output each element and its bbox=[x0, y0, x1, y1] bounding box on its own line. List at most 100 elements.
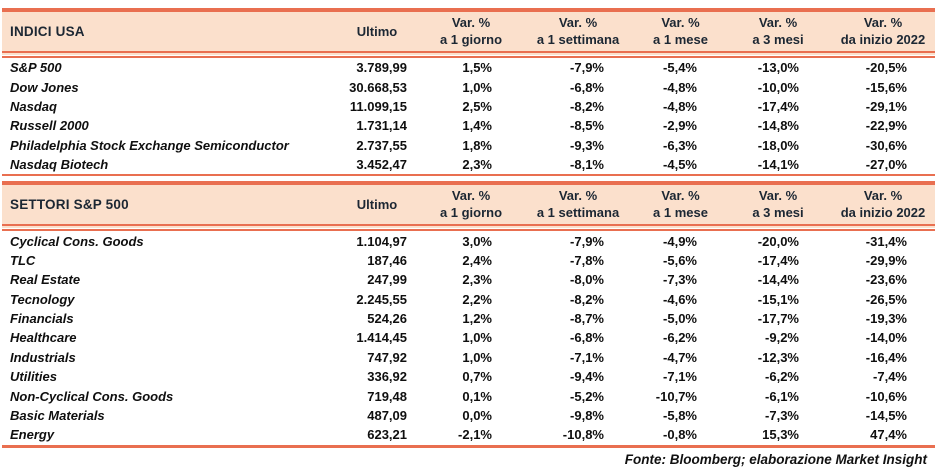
table-row: Energy 623,21 -2,1% -10,8% -0,8% 15,3% 47,4% bbox=[2, 425, 935, 448]
ultimo-value: 3.789,99 bbox=[356, 60, 407, 76]
var-value-5: -15,6% bbox=[865, 79, 907, 95]
var-value-5: -22,9% bbox=[865, 118, 907, 134]
var-value-4: -17,4% bbox=[757, 252, 799, 268]
var-header-line1: Var. % bbox=[661, 188, 700, 204]
var-value-2: -8,7% bbox=[570, 311, 604, 327]
col-header-var-2: Var. % a 1 settimana bbox=[522, 8, 634, 58]
var-value-1: 1,8% bbox=[462, 137, 492, 153]
col-header-var-4: Var. % a 3 mesi bbox=[727, 8, 829, 58]
table-row: Basic Materials 487,09 0,0% -9,8% -5,8% -7,3%… bbox=[2, 406, 935, 425]
ultimo-value: 1.414,45 bbox=[356, 330, 407, 346]
ultimo-value: 2.737,55 bbox=[356, 137, 407, 153]
var-value-5: -26,5% bbox=[865, 291, 907, 307]
var-value-5: -31,4% bbox=[865, 233, 907, 249]
var-value-5: -19,3% bbox=[865, 311, 907, 327]
col-header-var-1: Var. % a 1 giorno bbox=[420, 181, 522, 232]
var-value-3: -5,8% bbox=[663, 408, 697, 424]
var-value-5: -14,5% bbox=[865, 408, 907, 424]
row-name: Nasdaq bbox=[10, 98, 57, 114]
var-value-2: -8,2% bbox=[570, 98, 604, 114]
var-header-line1: Var. % bbox=[451, 15, 491, 30]
var-value-1: 2,4% bbox=[462, 252, 492, 268]
var-value-3: -5,0% bbox=[663, 311, 697, 327]
row-name: Real Estate bbox=[10, 272, 81, 288]
ultimo-value: 487,09 bbox=[367, 408, 407, 424]
var-value-3: -6,2% bbox=[663, 330, 697, 346]
var-value-2: -9,4% bbox=[570, 369, 604, 385]
var-value-5: -29,9% bbox=[865, 252, 907, 268]
var-value-4: -20,0% bbox=[757, 233, 799, 249]
var-header-line1: Var. % bbox=[661, 15, 700, 30]
ultimo-value: 2.245,55 bbox=[356, 291, 407, 307]
var-value-1: 2,3% bbox=[420, 154, 522, 177]
ultimo-value: 247,99 bbox=[367, 272, 407, 288]
ultimo-value: 187,46 bbox=[367, 252, 407, 268]
var-value-2: -8,2% bbox=[570, 291, 604, 307]
var-header-line1: Var. % bbox=[758, 188, 798, 204]
ultimo-value: 1.104,97 bbox=[356, 233, 407, 249]
var-value-3: -10,7% bbox=[655, 388, 697, 404]
var-value-4: -14,4% bbox=[757, 272, 799, 288]
var-value-2: -7,9% bbox=[570, 233, 604, 249]
var-value-4: -9,2% bbox=[765, 330, 799, 346]
table-row: S&P 500 3.789,99 1,5% -7,9% -5,4% -13,0% -20,5… bbox=[2, 55, 935, 78]
var-value-5: -14,0% bbox=[865, 330, 907, 346]
var-value-3: -4,7% bbox=[663, 349, 697, 365]
var-value-2: -9,8% bbox=[570, 408, 604, 424]
table-row: Cyclical Cons. Goods 1.104,97 3,0% -7,9% -4,… bbox=[2, 228, 935, 251]
var-header-line2: a 1 giorno bbox=[439, 205, 503, 221]
var-value-2: -6,8% bbox=[570, 330, 604, 346]
table-row: Tecnology 2.245,55 2,2% -8,2% -4,6% -15,1% -26… bbox=[2, 290, 935, 309]
var-value-1: 2,5% bbox=[462, 98, 492, 114]
row-name: Financials bbox=[10, 311, 74, 327]
var-header-line2: a 3 mesi bbox=[752, 205, 804, 221]
header-row: SETTORI S&P 500 Ultimo Var. % a 1 giorno Var… bbox=[2, 181, 935, 232]
settori-sp500-table-host: SETTORI S&P 500 Ultimo Var. % a 1 giorno Var… bbox=[2, 181, 935, 448]
ultimo-value: 30.668,53 bbox=[349, 79, 407, 95]
var-header-line1: Var. % bbox=[558, 15, 598, 30]
var-value-5: -30,6% bbox=[865, 137, 907, 153]
var-value-4: -7,3% bbox=[765, 408, 799, 424]
var-header-line2: a 3 mesi bbox=[752, 32, 804, 47]
var-value-3: -2,9% bbox=[663, 118, 697, 134]
var-value-5: -27,0% bbox=[829, 154, 935, 177]
table-row: Non-Cyclical Cons. Goods 719,48 0,1% -5,2% -… bbox=[2, 386, 935, 405]
ultimo-value: 1.731,14 bbox=[356, 118, 407, 134]
var-value-4: -18,0% bbox=[757, 137, 799, 153]
ultimo-value: 623,21 bbox=[334, 425, 420, 448]
var-value-4: -6,1% bbox=[765, 388, 799, 404]
col-header-var-3: Var. % a 1 mese bbox=[634, 8, 727, 58]
var-value-4: -17,7% bbox=[757, 311, 799, 327]
var-value-1: 1,0% bbox=[462, 79, 492, 95]
row-name: Philadelphia Stock Exchange Semiconducto… bbox=[10, 137, 289, 153]
var-value-3: -5,6% bbox=[663, 252, 697, 268]
var-value-4: -17,4% bbox=[757, 98, 799, 114]
ultimo-value: 719,48 bbox=[367, 388, 407, 404]
table-row: Russell 2000 1.731,14 1,4% -8,5% -2,9% -14,8%… bbox=[2, 116, 935, 135]
var-value-4: -13,0% bbox=[757, 60, 799, 76]
var-value-4: -6,2% bbox=[765, 369, 799, 385]
var-value-2: -10,8% bbox=[522, 425, 634, 448]
row-name: Dow Jones bbox=[10, 79, 79, 95]
var-value-2: -7,9% bbox=[570, 60, 604, 76]
var-value-1: 3,0% bbox=[462, 233, 492, 249]
row-name: Non-Cyclical Cons. Goods bbox=[10, 388, 174, 404]
var-value-4: -12,3% bbox=[757, 349, 799, 365]
table-row: TLC 187,46 2,4% -7,8% -5,6% -17,4% -29,9% bbox=[2, 251, 935, 270]
var-value-2: -7,1% bbox=[570, 349, 604, 365]
var-value-3: -4,5% bbox=[634, 154, 727, 177]
row-name: Industrials bbox=[10, 349, 76, 365]
var-value-3: -4,6% bbox=[663, 291, 697, 307]
ultimo-value: 524,26 bbox=[367, 311, 407, 327]
var-value-3: -4,9% bbox=[663, 233, 697, 249]
table-row: Nasdaq 11.099,15 2,5% -8,2% -4,8% -17,4% -29,1… bbox=[2, 97, 935, 116]
source-note: Fonte: Bloomberg; elaborazione Market In… bbox=[624, 451, 927, 467]
var-value-1: 1,4% bbox=[462, 118, 492, 134]
col-header-var-1: Var. % a 1 giorno bbox=[420, 8, 522, 58]
col-header-var-5: Var. % da inizio 2022 bbox=[829, 181, 935, 232]
var-value-4: -15,1% bbox=[757, 291, 799, 307]
var-value-1: 1,5% bbox=[462, 60, 492, 76]
var-value-5: 47,4% bbox=[829, 425, 935, 448]
row-name: Basic Materials bbox=[10, 408, 105, 424]
